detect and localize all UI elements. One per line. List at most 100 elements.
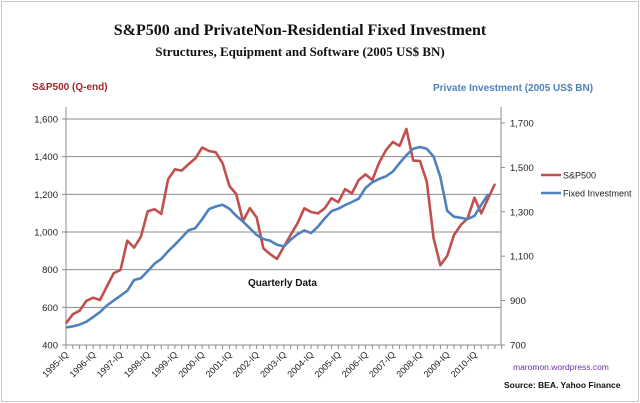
- fixed-investment-point: [344, 204, 346, 206]
- fixed-investment-point: [419, 146, 421, 148]
- fixed-investment-point: [371, 181, 373, 183]
- fixed-investment-point: [181, 236, 183, 239]
- fixed-investment-point: [378, 178, 380, 180]
- right-tick-label: 700: [510, 341, 526, 352]
- left-tick-label: 800: [42, 265, 58, 276]
- sp500-point: [317, 212, 319, 214]
- fixed-investment-point: [392, 171, 394, 173]
- fixed-investment-point: [385, 175, 387, 177]
- sp500-point: [324, 207, 326, 209]
- sp500-point: [310, 211, 312, 213]
- sp500-point: [433, 237, 435, 239]
- sp500-point: [385, 149, 387, 151]
- sp500-point: [460, 224, 462, 226]
- fixed-investment-point: [351, 201, 353, 203]
- x-tick-label: 2002-IQ: [231, 349, 261, 379]
- sp500-point: [208, 150, 210, 152]
- sp500-point: [344, 188, 346, 190]
- sp500-point: [412, 160, 414, 162]
- x-tick-label: 2009-IQ: [422, 349, 452, 379]
- fixed-investment-point: [467, 218, 469, 220]
- x-tick-label: 2000-IQ: [176, 349, 206, 379]
- sp500-point: [426, 181, 428, 183]
- sp500-point: [147, 210, 149, 212]
- site-credit: maromon.wordpress.com: [513, 362, 609, 372]
- fixed-investment-point: [290, 239, 292, 241]
- fixed-investment-point: [221, 204, 224, 206]
- sp500-point: [187, 163, 190, 165]
- fixed-investment-point: [487, 193, 489, 195]
- annotation-label: Quarterly Data: [248, 278, 317, 289]
- sp500-point: [249, 207, 251, 209]
- sp500-point: [303, 207, 305, 209]
- sp500-point: [378, 162, 380, 164]
- x-tick-label: 2004-IQ: [285, 349, 315, 379]
- fixed-investment-point: [153, 263, 156, 265]
- sp500-point: [262, 247, 265, 249]
- sp500-point: [487, 197, 489, 199]
- fixed-investment-point: [79, 323, 81, 326]
- left-tick-label: 1,000: [34, 228, 58, 239]
- sp500-point: [473, 197, 476, 199]
- sp500-point: [181, 170, 183, 172]
- fixed-investment-point: [405, 154, 407, 156]
- right-axis-label: Private Investment (2005 US$ BN): [433, 83, 594, 94]
- sp500-point: [174, 168, 176, 170]
- chart-title: S&P500 and PrivateNon-Residential Fixed …: [113, 22, 487, 39]
- fixed-investment-point: [113, 300, 115, 302]
- fixed-investment-point: [228, 208, 230, 210]
- x-tick-label: 2010-IQ: [449, 349, 479, 379]
- x-tick-label: 2001-IQ: [204, 349, 234, 379]
- sp500-point: [79, 310, 81, 312]
- fixed-investment-point: [269, 240, 271, 242]
- fixed-investment-point: [433, 155, 435, 158]
- sp500-point: [405, 128, 407, 130]
- sp500-point: [392, 141, 394, 143]
- fixed-investment-point: [106, 304, 108, 307]
- fixed-investment-point: [72, 325, 74, 327]
- fixed-investment-point: [99, 311, 101, 313]
- sp500-point: [153, 208, 156, 210]
- fixed-investment-point: [235, 215, 237, 217]
- chart-subtitle: Structures, Equipment and Software (2005…: [155, 44, 445, 59]
- fixed-investment-point: [160, 258, 162, 260]
- fixed-investment-point: [446, 210, 448, 212]
- x-tick-label: 1998-IQ: [122, 349, 152, 379]
- left-tick-label: 1,600: [34, 115, 58, 126]
- fixed-investment-point: [256, 234, 258, 236]
- left-axis-label: S&P500 (Q-end): [32, 82, 108, 93]
- sp500-point: [113, 272, 115, 274]
- fixed-investment-point: [194, 227, 196, 229]
- sp500-point: [215, 151, 217, 153]
- right-tick-label: 1,100: [510, 252, 534, 263]
- sp500-point: [201, 147, 203, 149]
- fixed-investment-point: [249, 227, 251, 229]
- sp500-point: [296, 222, 299, 224]
- sp500-point: [133, 247, 135, 249]
- fixed-investment-point: [480, 204, 482, 206]
- fixed-investment-point: [147, 270, 149, 272]
- fixed-investment-point: [262, 238, 265, 240]
- fixed-investment-point: [398, 162, 401, 164]
- source-note: Source: BEA. Yahoo Finance: [504, 380, 621, 390]
- fixed-investment-point: [296, 233, 299, 235]
- sp500-point: [119, 269, 122, 271]
- fixed-investment-point: [126, 290, 128, 292]
- sp500-point: [256, 216, 258, 218]
- fixed-investment-point: [317, 226, 319, 228]
- fixed-investment-point: [167, 250, 169, 252]
- sp500-point: [371, 179, 373, 181]
- x-tick-label: 1997-IQ: [95, 349, 125, 379]
- sp500-point: [290, 234, 292, 236]
- sp500-point: [439, 264, 442, 266]
- fixed-investment-point: [310, 232, 312, 234]
- sp500-point: [72, 313, 74, 315]
- x-tick-label: 1995-IQ: [40, 349, 70, 379]
- x-tick-label: 1996-IQ: [68, 349, 98, 379]
- fixed-investment-point: [85, 321, 88, 323]
- fixed-investment-point: [358, 198, 360, 200]
- x-tick-label: 2007-IQ: [367, 349, 397, 379]
- fixed-investment-point: [208, 208, 210, 210]
- left-tick-label: 1,400: [34, 152, 58, 163]
